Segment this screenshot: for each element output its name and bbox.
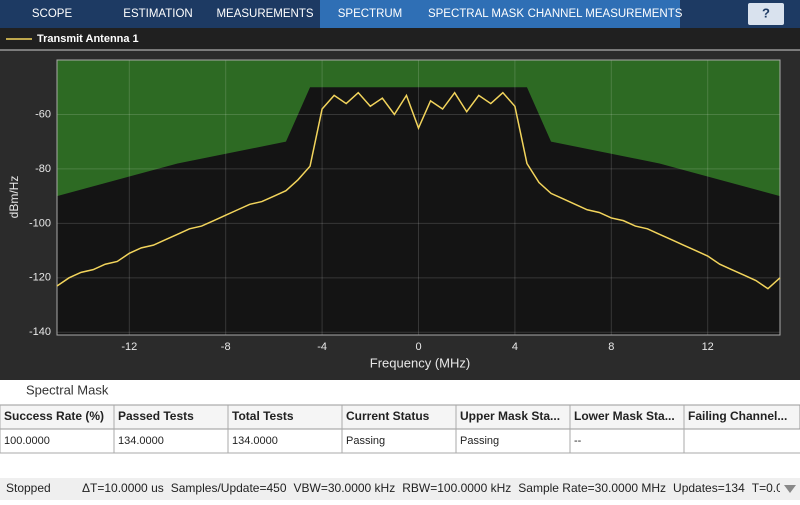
x-tick-label: -8 — [221, 341, 231, 353]
tab[interactable]: SPECTRUM — [338, 8, 403, 20]
plot-border — [56, 59, 781, 336]
x-tick-label: 4 — [512, 341, 518, 353]
x-tick-label: 8 — [608, 341, 614, 353]
tab[interactable]: MEASUREMENTS — [216, 8, 313, 20]
table-header: Current Status — [346, 409, 430, 423]
status-item: Sample Rate=30.0000 MHz — [518, 481, 666, 495]
status-item: Samples/Update=450 — [171, 481, 287, 495]
tab[interactable]: SPECTRAL MASK — [428, 8, 524, 20]
table-header: Failing Channel... — [688, 409, 787, 423]
table-header: Upper Mask Sta... — [460, 409, 560, 423]
status-item: Updates=134 — [673, 481, 745, 495]
y-tick-label: -80 — [35, 163, 51, 175]
x-axis-label: Frequency (MHz) — [370, 355, 470, 370]
trace — [56, 91, 781, 290]
status-item: T=0.0( — [752, 481, 787, 495]
tab-group-active — [320, 0, 680, 28]
tab[interactable]: CHANNEL MEASUREMENTS — [528, 8, 683, 20]
status-item: RBW=100.0000 kHz — [402, 481, 511, 495]
status-item: VBW=30.0000 kHz — [294, 481, 396, 495]
status-bar — [0, 478, 800, 500]
table-cell: 100.0000 — [4, 435, 50, 447]
table-header-bg — [0, 404, 800, 430]
tab[interactable]: ESTIMATION — [123, 8, 192, 20]
legend-strip — [0, 28, 800, 50]
y-tick-label: -140 — [29, 326, 51, 338]
y-tick-label: -60 — [35, 108, 51, 120]
spectral-mask — [57, 60, 780, 197]
x-tick-label: 0 — [415, 341, 421, 353]
table-cell: Passing — [460, 435, 499, 447]
table-cell: Passing — [346, 435, 385, 447]
table-cell: -- — [574, 435, 582, 447]
status-item: ΔT=10.0000 us — [82, 481, 164, 495]
legend-entry: Transmit Antenna 1 — [37, 33, 139, 45]
table-cell: 134.0000 — [118, 435, 164, 447]
status-arrow[interactable] — [784, 485, 796, 493]
y-axis-label: dBm/Hz — [7, 176, 21, 219]
table-header: Success Rate (%) — [4, 409, 104, 423]
table-header: Passed Tests — [118, 409, 194, 423]
x-tick-label: -4 — [317, 341, 327, 353]
y-tick-label: -120 — [29, 272, 51, 284]
help-icon[interactable]: ? — [762, 5, 770, 20]
table-cell: 134.0000 — [232, 435, 278, 447]
status-state: Stopped — [6, 481, 51, 495]
y-tick-label: -100 — [29, 217, 51, 229]
tab[interactable]: SCOPE — [32, 8, 73, 20]
panel-title: Spectral Mask — [26, 382, 109, 397]
table-header: Total Tests — [232, 409, 294, 423]
x-tick-label: -12 — [121, 341, 137, 353]
help-button[interactable] — [748, 3, 784, 25]
x-tick-label: 12 — [702, 341, 714, 353]
table-header: Lower Mask Sta... — [574, 409, 675, 423]
